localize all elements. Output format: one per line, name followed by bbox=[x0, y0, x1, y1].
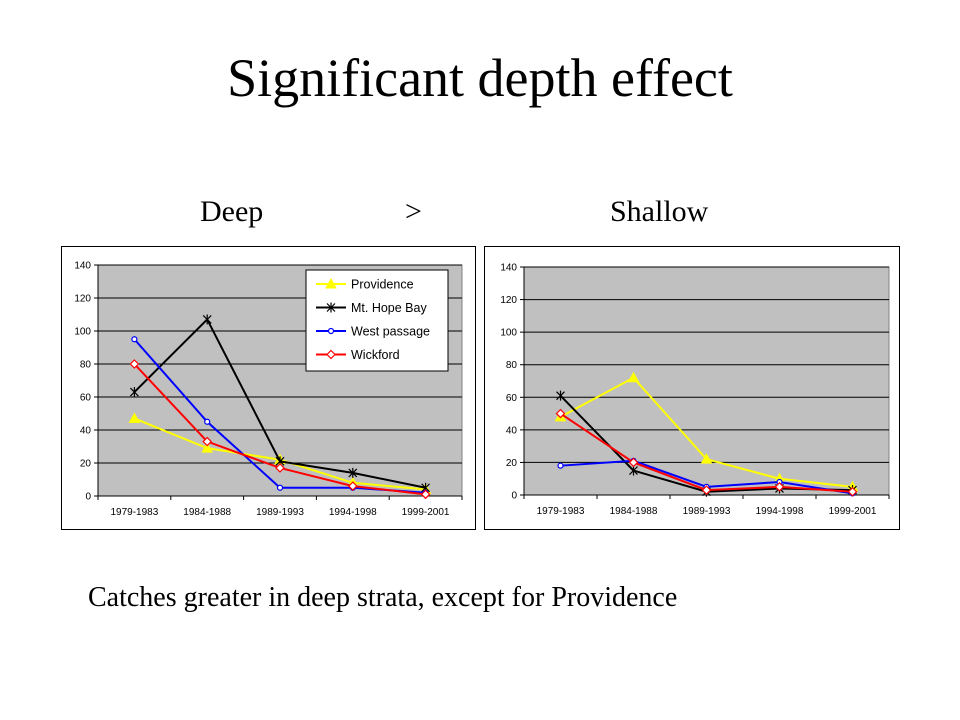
legend-marker bbox=[325, 277, 337, 289]
y-tick-label: 60 bbox=[506, 393, 518, 404]
x-tick-label: 1994-1998 bbox=[329, 507, 377, 518]
x-tick-label: 1999-2001 bbox=[402, 507, 450, 518]
y-tick-label: 60 bbox=[80, 393, 92, 404]
shallow-chart-svg: 0 20 40 60 80 100 120 140 1979-1983 1984-1988 1989… bbox=[500, 263, 890, 517]
y-tick-label: 20 bbox=[506, 458, 518, 469]
legend-label: West passage bbox=[351, 325, 430, 339]
data-point bbox=[201, 442, 214, 453]
data-point bbox=[627, 371, 640, 383]
data-point bbox=[701, 485, 712, 495]
data-point bbox=[348, 467, 358, 478]
y-tick-label: 80 bbox=[506, 360, 518, 371]
x-tick-label: 1989-1993 bbox=[683, 506, 731, 517]
data-point bbox=[700, 453, 713, 464]
shallow-chart: 0 20 40 60 80 100 120 140 1979-1983 1984-1988 1989… bbox=[484, 246, 900, 530]
deep-chart: 0 20 40 60 80 100 120 140 1979-1983 1984-1988 1989… bbox=[61, 246, 476, 530]
y-tick-label: 0 bbox=[85, 492, 91, 503]
legend-marker bbox=[326, 302, 336, 313]
legend-label: Providence bbox=[351, 278, 414, 292]
deep-label: Deep bbox=[200, 195, 264, 228]
x-tick-label: 1984-1988 bbox=[610, 506, 658, 517]
legend-marker bbox=[327, 327, 335, 335]
y-tick-label: 40 bbox=[80, 426, 92, 437]
data-point bbox=[628, 457, 639, 468]
x-tick-label: 1989-1993 bbox=[256, 507, 304, 518]
data-point bbox=[420, 489, 431, 500]
x-tick-label: 1979-1983 bbox=[537, 506, 585, 517]
x-tick-label: 1994-1998 bbox=[756, 506, 804, 517]
y-tick-label: 20 bbox=[80, 459, 92, 470]
data-point bbox=[202, 314, 212, 325]
y-tick-label: 120 bbox=[74, 294, 91, 305]
data-point bbox=[129, 387, 139, 398]
data-point bbox=[557, 462, 564, 469]
y-tick-label: 100 bbox=[74, 327, 91, 338]
y-tick-label: 100 bbox=[500, 328, 517, 339]
data-point bbox=[131, 336, 138, 343]
data-point bbox=[275, 463, 285, 473]
data-point bbox=[774, 482, 785, 492]
y-tick-label: 80 bbox=[80, 360, 92, 371]
x-tick-label: 1984-1988 bbox=[183, 507, 231, 518]
data-point bbox=[347, 481, 358, 491]
y-tick-label: 140 bbox=[74, 261, 91, 272]
x-tick-label: 1979-1983 bbox=[110, 507, 158, 518]
data-point bbox=[128, 412, 141, 423]
y-tick-label: 120 bbox=[500, 295, 517, 306]
legend: Providence Mt. Hope Bay West passage Wickfo… bbox=[305, 269, 449, 372]
legend-label: Mt. Hope Bay bbox=[351, 301, 427, 315]
series-wickford bbox=[129, 359, 431, 500]
shallow-label: Shallow bbox=[610, 195, 709, 228]
series-mt-hope-bay bbox=[129, 314, 431, 493]
y-tick-label: 140 bbox=[500, 263, 517, 274]
data-point bbox=[276, 484, 284, 491]
legend-label: Wickford bbox=[351, 348, 400, 362]
slide-title: Significant depth effect bbox=[227, 48, 733, 108]
data-point bbox=[556, 390, 565, 401]
data-point bbox=[847, 486, 858, 497]
y-tick-label: 0 bbox=[511, 491, 517, 502]
data-point bbox=[555, 408, 566, 419]
x-tick-label: 1999-2001 bbox=[829, 506, 877, 517]
y-tick-label: 40 bbox=[506, 425, 518, 436]
data-point bbox=[202, 436, 213, 447]
data-point bbox=[129, 359, 140, 369]
legend-marker bbox=[326, 349, 336, 360]
caption: Catches greater in deep strata, except f… bbox=[88, 582, 678, 613]
deep-chart-svg: 0 20 40 60 80 100 120 140 1979-1983 1984-1988 1989… bbox=[74, 261, 463, 518]
comparison-symbol: > bbox=[405, 195, 422, 228]
series-wickford bbox=[555, 408, 858, 497]
data-point bbox=[204, 418, 211, 425]
